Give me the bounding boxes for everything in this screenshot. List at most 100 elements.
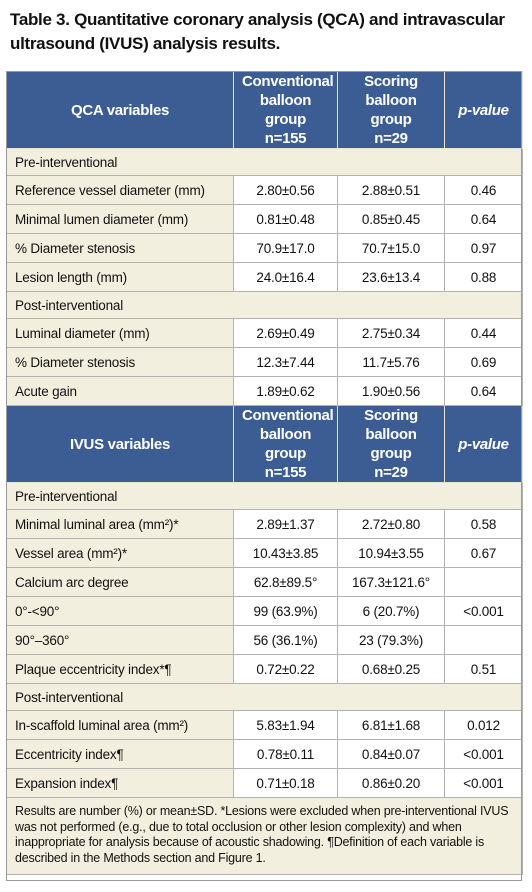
footnote-row: Results are number (%) or mean±SD. *Lesi…	[6, 797, 523, 875]
row-label: Minimal lumen diameter (mm)	[6, 204, 234, 234]
scoring-value: 2.75±0.34	[337, 318, 445, 348]
p-value: 0.64	[444, 376, 523, 406]
table-row: % Diameter stenosis 70.9±17.0 70.7±15.0 0.9…	[6, 233, 523, 263]
table-footnote: Results are number (%) or mean±SD. *Lesi…	[6, 797, 523, 875]
p-value: 0.44	[444, 318, 523, 348]
p-value: 0.88	[444, 262, 523, 292]
p-value: 0.69	[444, 347, 523, 377]
scoring-group-header: Scoring balloon group n=29	[337, 71, 445, 149]
table-row: % Diameter stenosis 12.3±7.44 11.7±5.76 0.6…	[6, 347, 523, 377]
p-value: 0.97	[444, 233, 523, 263]
scoring-group-header: Scoring balloon group n=29	[337, 405, 445, 483]
scoring-value: 0.68±0.25	[337, 654, 445, 684]
p-value-header: p-value	[444, 71, 523, 149]
scoring-value: 6.81±1.68	[337, 710, 445, 740]
row-label: Calcium arc degree	[6, 567, 234, 597]
p-value-header-text: p-value	[458, 435, 509, 453]
qca-variables-header: QCA variables	[6, 71, 234, 149]
table-row: Plaque eccentricity index*¶ 0.72±0.22 0.68…	[6, 654, 523, 684]
results-table-body: QCA variables Conventional balloon group n=…	[6, 71, 523, 875]
conventional-group-header: Conventional balloon group n=155	[233, 71, 338, 149]
section-title: Pre-interventional	[6, 148, 523, 176]
header-line: n=29	[374, 464, 408, 481]
p-value: 0.67	[444, 538, 523, 568]
row-label: Acute gain	[6, 376, 234, 406]
conventional-value: 2.69±0.49	[233, 318, 338, 348]
header-line: Conventional	[242, 73, 334, 90]
p-value: 0.58	[444, 509, 523, 539]
header-line: balloon group	[259, 92, 312, 128]
table-row: Lesion length (mm) 24.0±16.4 23.6±13.4 0.88	[6, 262, 523, 292]
scoring-value: 70.7±15.0	[337, 233, 445, 263]
header-line: n=29	[374, 130, 408, 147]
p-value	[444, 567, 523, 597]
conventional-value: 0.78±0.11	[233, 739, 338, 769]
p-value: 0.46	[444, 175, 523, 205]
table-row: Vessel area (mm²)* 10.43±3.85 10.94±3.55 0.…	[6, 538, 523, 568]
scoring-value: 0.84±0.07	[337, 739, 445, 769]
table-caption: Table 3. Quantitative coronary analysis …	[10, 10, 505, 53]
conventional-value: 0.72±0.22	[233, 654, 338, 684]
qca-header-row: QCA variables Conventional balloon group n=…	[6, 71, 523, 149]
scoring-value: 1.90±0.56	[337, 376, 445, 406]
p-value: <0.001	[444, 596, 523, 626]
ivus-section-row: Pre-interventional	[6, 482, 523, 510]
scoring-value: 11.7±5.76	[337, 347, 445, 377]
table-row: Minimal luminal area (mm²)* 2.89±1.37 2.72…	[6, 509, 523, 539]
conventional-value: 12.3±7.44	[233, 347, 338, 377]
table-row: Luminal diameter (mm) 2.69±0.49 2.75±0.34 0…	[6, 318, 523, 348]
conventional-value: 0.81±0.48	[233, 204, 338, 234]
conventional-value: 99 (63.9%)	[233, 596, 338, 626]
p-value-header-text: p-value	[458, 101, 509, 119]
header-line: balloon group	[365, 426, 417, 462]
table-row: 0°-<90° 99 (63.9%) 6 (20.7%) <0.001	[6, 596, 523, 626]
table-row: Acute gain 1.89±0.62 1.90±0.56 0.64	[6, 376, 523, 406]
conventional-group-header: Conventional balloon group n=155	[233, 405, 338, 483]
p-value-header: p-value	[444, 405, 523, 483]
row-label: Vessel area (mm²)*	[6, 538, 234, 568]
scoring-value: 23.6±13.4	[337, 262, 445, 292]
header-line: Scoring	[364, 407, 418, 424]
section-title: Pre-interventional	[6, 482, 523, 510]
p-value: <0.001	[444, 768, 523, 798]
row-label: In-scaffold luminal area (mm²)	[6, 710, 234, 740]
row-label: 90°–360°	[6, 625, 234, 655]
row-label: % Diameter stenosis	[6, 233, 234, 263]
table-row: Calcium arc degree 62.8±89.5° 167.3±121.6°	[6, 567, 523, 597]
p-value: 0.64	[444, 204, 523, 234]
table-row: Minimal lumen diameter (mm) 0.81±0.48 0.85…	[6, 204, 523, 234]
header-line: Conventional	[242, 407, 334, 424]
row-label: Plaque eccentricity index*¶	[6, 654, 234, 684]
table-row: 90°–360° 56 (36.1%) 23 (79.3%)	[6, 625, 523, 655]
ivus-variables-header: IVUS variables	[6, 405, 234, 483]
table-row: Reference vessel diameter (mm) 2.80±0.56 2…	[6, 175, 523, 205]
header-line: balloon group	[365, 92, 417, 128]
scoring-value: 0.86±0.20	[337, 768, 445, 798]
conventional-value: 2.89±1.37	[233, 509, 338, 539]
p-value: 0.51	[444, 654, 523, 684]
row-label: 0°-<90°	[6, 596, 234, 626]
conventional-value: 70.9±17.0	[233, 233, 338, 263]
p-value	[444, 625, 523, 655]
conventional-value: 1.89±0.62	[233, 376, 338, 406]
conventional-value: 24.0±16.4	[233, 262, 338, 292]
results-table: QCA variables Conventional balloon group n=…	[6, 71, 523, 875]
header-line: balloon group	[259, 426, 312, 462]
section-title: Post-interventional	[6, 683, 523, 711]
row-label: Eccentricity index¶	[6, 739, 234, 769]
row-label: Expansion index¶	[6, 768, 234, 798]
conventional-value: 56 (36.1%)	[233, 625, 338, 655]
header-line: n=155	[264, 130, 307, 147]
conventional-value: 10.43±3.85	[233, 538, 338, 568]
scoring-value: 6 (20.7%)	[337, 596, 445, 626]
qca-section-row: Post-interventional	[6, 291, 523, 319]
scoring-value: 23 (79.3%)	[337, 625, 445, 655]
p-value: 0.012	[444, 710, 523, 740]
row-label: Luminal diameter (mm)	[6, 318, 234, 348]
scoring-value: 2.88±0.51	[337, 175, 445, 205]
scoring-value: 2.72±0.80	[337, 509, 445, 539]
ivus-section-row: Post-interventional	[6, 683, 523, 711]
row-label: Lesion length (mm)	[6, 262, 234, 292]
conventional-value: 2.80±0.56	[233, 175, 338, 205]
